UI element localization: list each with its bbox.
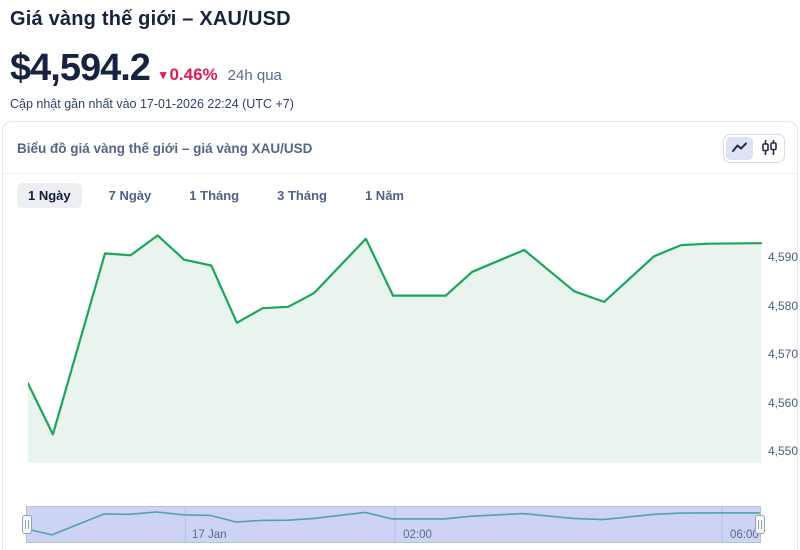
price-chart-svg [26, 234, 763, 463]
chart-navigator[interactable]: 17 Jan 02:00 06:00 [22, 506, 765, 543]
y-axis-tick: 4,560 [768, 396, 799, 410]
change-period: 24h qua [227, 67, 282, 84]
navigator-time-label: 06:00 [730, 529, 759, 541]
price-chart[interactable]: 4,550 4,560 4,570 4,580 4,590 [26, 217, 799, 467]
navigator-svg: 17 Jan 02:00 06:00 [26, 507, 760, 542]
tab-1-thang[interactable]: 1 Tháng [178, 183, 250, 208]
last-updated: Cập nhật gần nhất vào 17-01-2026 22:24 (… [10, 97, 294, 111]
y-axis-tick: 4,570 [768, 347, 799, 361]
header-divider [3, 173, 797, 174]
navigator-right-handle[interactable] [755, 515, 765, 534]
navigator-time-label: 02:00 [403, 529, 432, 541]
chart-type-toggle [723, 134, 785, 163]
tab-1-nam[interactable]: 1 Năm [354, 183, 415, 208]
line-chart-button[interactable] [726, 137, 753, 160]
price-value: $4,594.2 [10, 47, 151, 89]
navigator-time-label: 17 Jan [192, 529, 227, 541]
price-row: $4,594.2 ▾ 0.46% 24h qua [10, 47, 790, 90]
page-title: Giá vàng thế giới – XAU/USD [10, 8, 291, 30]
tab-1-ngay[interactable]: 1 Ngày [17, 183, 82, 208]
time-range-tabs: 1 Ngày 7 Ngày 1 Tháng 3 Tháng 1 Năm [3, 174, 797, 214]
y-axis-tick: 4,580 [768, 299, 799, 313]
price-change: ▾ 0.46% [160, 65, 218, 85]
down-arrow-icon: ▾ [159, 67, 167, 82]
chart-card-title: Biểu đồ giá vàng thế giới – giá vàng XAU… [17, 141, 313, 156]
chart-card: Biểu đồ giá vàng thế giới – giá vàng XAU… [2, 121, 798, 550]
price-change-percent: 0.46% [169, 65, 218, 84]
y-axis-tick: 4,590 [768, 250, 799, 264]
tab-7-ngay[interactable]: 7 Ngày [98, 183, 163, 208]
tab-3-thang[interactable]: 3 Tháng [266, 183, 338, 208]
candlestick-icon [760, 139, 778, 159]
candlestick-chart-button[interactable] [755, 137, 782, 160]
navigator-left-handle[interactable] [22, 515, 32, 534]
y-axis-tick: 4,550 [768, 444, 799, 458]
page-header: Giá vàng thế giới – XAU/USD $4,594.2 ▾ 0… [0, 0, 800, 111]
line-chart-icon [731, 140, 748, 158]
chart-card-header: Biểu đồ giá vàng thế giới – giá vàng XAU… [3, 122, 797, 173]
